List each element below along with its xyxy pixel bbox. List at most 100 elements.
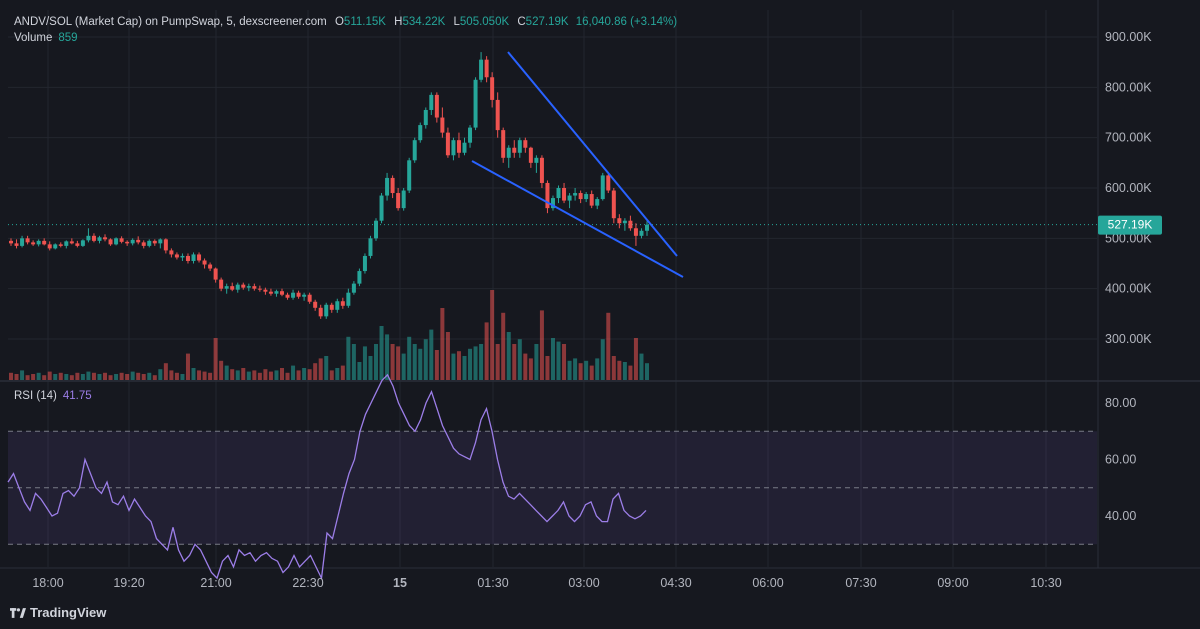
volume-bar	[252, 370, 257, 380]
volume-label[interactable]: Volume	[14, 32, 53, 44]
candle-body	[103, 237, 108, 240]
candle-body	[241, 284, 246, 288]
volume-bar	[208, 372, 213, 380]
candle-body	[490, 77, 495, 100]
volume-bar	[119, 372, 124, 380]
volume-bar	[495, 344, 500, 380]
candle-body	[213, 268, 218, 280]
candle-body	[47, 244, 52, 249]
volume-bar	[418, 348, 423, 380]
volume-bar	[346, 336, 351, 380]
rsi-axis: 80.00 60.00 40.00	[1105, 396, 1136, 523]
candle-body	[42, 240, 47, 245]
volume-bar	[595, 358, 600, 380]
volume-bar	[357, 362, 362, 380]
time-tick-label: 04:30	[660, 576, 691, 590]
grid	[0, 0, 1200, 569]
candle-body	[434, 94, 439, 118]
time-tick-label: 06:00	[752, 576, 783, 590]
candle-body	[539, 157, 544, 183]
volume-bar	[335, 368, 340, 380]
volume-bar	[462, 356, 467, 380]
candle-body	[396, 193, 401, 209]
symbol-title[interactable]: ANDV/SOL (Market Cap) on PumpSwap, 5, de…	[14, 16, 327, 28]
time-tick-label: 03:00	[568, 576, 599, 590]
time-tick-label: 10:30	[1030, 576, 1061, 590]
candle-body	[335, 301, 340, 310]
time-tick-label: 22:30	[292, 576, 323, 590]
candle-body	[362, 255, 367, 272]
candle-body	[445, 132, 450, 156]
candle-body	[152, 240, 157, 244]
volume-bar	[69, 375, 74, 380]
candle-body	[257, 288, 262, 290]
volume-bar	[434, 350, 439, 380]
candle-body	[412, 140, 417, 161]
volume-bar	[479, 344, 484, 380]
volume-bar	[141, 374, 146, 380]
volume-bar	[451, 353, 456, 380]
volume-bar	[429, 329, 434, 380]
candle-body	[633, 228, 638, 236]
candle-body	[125, 241, 130, 244]
volume-bar	[42, 375, 47, 380]
rsi-label[interactable]: RSI (14)	[14, 390, 57, 402]
volume-bar	[75, 372, 80, 380]
candle-body	[556, 188, 561, 199]
candle-body	[97, 237, 102, 241]
volume-bar	[645, 363, 649, 380]
volume-bar	[202, 371, 207, 380]
volume-bar	[86, 371, 91, 380]
volume-bar	[606, 312, 611, 380]
candle-body	[346, 292, 351, 306]
volume-bar	[562, 344, 567, 380]
candle-body	[584, 194, 589, 200]
candle-body	[523, 140, 528, 148]
price-axis: 900.00K 800.00K 700.00K 600.00K 500.00K 400.0…	[1105, 30, 1152, 346]
brand-label: TradingView	[30, 605, 107, 620]
volume-bar	[9, 372, 13, 380]
candle-body	[645, 224, 649, 231]
time-tick-label: 18:00	[32, 576, 63, 590]
rsi-tick-label: 80.00	[1105, 396, 1136, 410]
volume-bar	[302, 368, 307, 380]
candle-body	[407, 160, 412, 191]
candle-body	[219, 279, 224, 289]
candle-body	[163, 239, 168, 251]
candle-body	[9, 240, 13, 244]
time-tick-label: 15	[393, 576, 407, 590]
candle-body	[567, 195, 572, 201]
candle-body	[307, 294, 312, 302]
volume-bar	[114, 374, 119, 380]
volume-bar	[573, 358, 578, 380]
volume-bar	[64, 374, 69, 380]
candle-body	[456, 140, 461, 153]
candle-body	[69, 241, 74, 244]
candle-body	[230, 286, 235, 290]
candle-body	[479, 59, 484, 80]
candle-body	[279, 291, 284, 295]
candle-body	[357, 271, 362, 284]
tradingview-brand[interactable]: TradingView	[10, 605, 106, 620]
volume-bar	[324, 356, 329, 380]
rsi-pane	[7, 373, 1097, 581]
candle-body	[324, 304, 329, 317]
candle-body	[36, 240, 41, 245]
candle-body	[158, 239, 163, 244]
candle-body	[351, 283, 356, 293]
volume-bar	[622, 362, 627, 380]
volume-bar	[539, 310, 544, 380]
volume-bar	[224, 365, 229, 380]
volume-bar	[158, 369, 163, 380]
candle-body	[313, 301, 318, 308]
volume-bar	[318, 358, 323, 380]
candle-body	[208, 264, 213, 269]
price-badge-bg	[1098, 215, 1162, 235]
volume-bar	[53, 374, 58, 380]
rsi-value: 41.75	[62, 390, 92, 402]
candle-body	[628, 220, 633, 229]
candle-body	[20, 238, 25, 246]
candle-body	[91, 235, 96, 241]
candle-body	[595, 199, 600, 206]
